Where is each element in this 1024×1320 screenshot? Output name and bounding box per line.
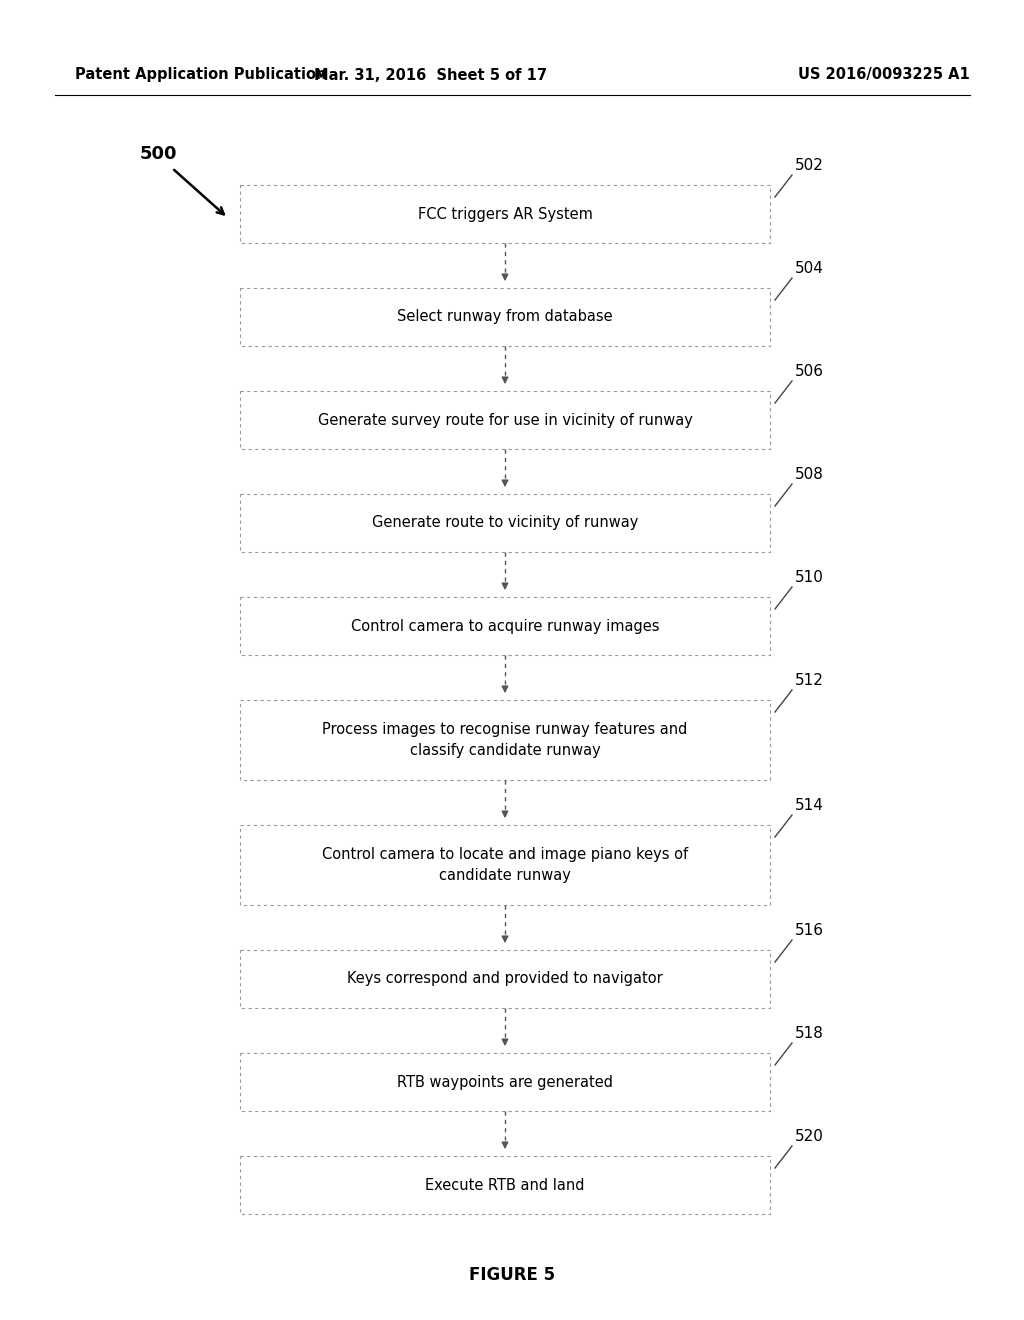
Text: 500: 500 (140, 145, 177, 162)
Text: Patent Application Publication: Patent Application Publication (75, 67, 327, 82)
Text: FCC triggers AR System: FCC triggers AR System (418, 206, 593, 222)
Text: 504: 504 (795, 261, 824, 276)
Bar (240, 597, 770, 655)
Text: RTB waypoints are generated: RTB waypoints are generated (397, 1074, 613, 1089)
Text: 506: 506 (795, 364, 824, 379)
Bar (240, 950, 770, 1008)
Text: Execute RTB and land: Execute RTB and land (425, 1177, 585, 1192)
Bar (240, 288, 770, 346)
Bar (240, 185, 770, 243)
Text: Select runway from database: Select runway from database (397, 309, 612, 325)
Text: Control camera to locate and image piano keys of
candidate runway: Control camera to locate and image piano… (322, 847, 688, 883)
Text: US 2016/0093225 A1: US 2016/0093225 A1 (799, 67, 970, 82)
Text: 510: 510 (795, 570, 824, 585)
Text: 502: 502 (795, 158, 824, 173)
Text: Generate route to vicinity of runway: Generate route to vicinity of runway (372, 516, 638, 531)
Text: 512: 512 (795, 673, 824, 688)
Text: Control camera to acquire runway images: Control camera to acquire runway images (351, 619, 659, 634)
Bar (240, 1156, 770, 1214)
Text: FIGURE 5: FIGURE 5 (469, 1266, 555, 1284)
Text: Process images to recognise runway features and
classify candidate runway: Process images to recognise runway featu… (323, 722, 688, 758)
Text: Mar. 31, 2016  Sheet 5 of 17: Mar. 31, 2016 Sheet 5 of 17 (313, 67, 547, 82)
Bar (240, 700, 770, 780)
Bar (240, 494, 770, 552)
Text: 508: 508 (795, 467, 824, 482)
Text: Keys correspond and provided to navigator: Keys correspond and provided to navigato… (347, 972, 663, 986)
Text: 520: 520 (795, 1129, 824, 1144)
Text: 516: 516 (795, 923, 824, 939)
Bar (240, 1053, 770, 1111)
Text: 514: 514 (795, 799, 824, 813)
Text: 518: 518 (795, 1026, 824, 1041)
Bar (240, 825, 770, 906)
Bar (240, 391, 770, 449)
Text: Generate survey route for use in vicinity of runway: Generate survey route for use in vicinit… (317, 412, 692, 428)
